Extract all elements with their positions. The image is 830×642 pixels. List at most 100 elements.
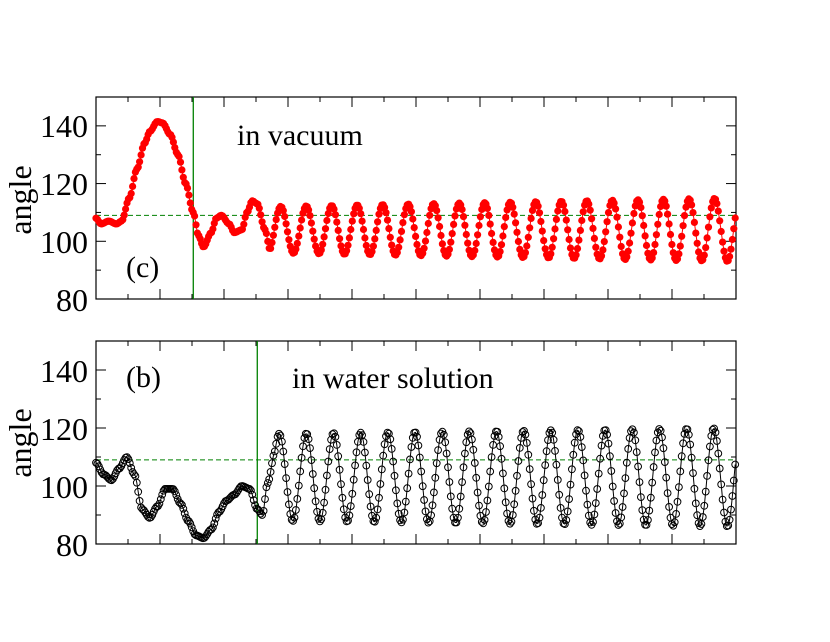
panel-b-data-point: [490, 432, 499, 440]
panel-b-data-point: [380, 440, 389, 449]
panel-b-data-point: [321, 485, 330, 494]
panel-b-data-point: [569, 450, 578, 459]
panel-c-data-point: [690, 218, 699, 226]
panel-b-data-point: [327, 435, 336, 444]
panel-b-data-point: [484, 482, 493, 491]
panel-c-data-point: [612, 205, 620, 213]
panel-b-data-point: [406, 455, 414, 464]
panel-b-data-point: [518, 428, 527, 436]
panel-b-data-point: [590, 510, 599, 519]
panel-c-data-point: [719, 238, 727, 246]
panel-b-data-point: [583, 500, 592, 509]
panel-c-data-point: [714, 207, 722, 215]
panel-b-data-point: [304, 435, 313, 444]
panel-c-data-point: [348, 217, 356, 225]
panel-c-data-point: [293, 239, 301, 247]
panel-b-data-point: [421, 507, 430, 516]
panel-b-data-point: [389, 457, 398, 466]
panel-c-data-point: [641, 232, 649, 240]
panel-b-data-point: [596, 454, 604, 463]
panel-b-data-point: [562, 516, 571, 524]
panel-c-data-point: [576, 226, 585, 234]
panel-b-data-point: [660, 458, 669, 467]
panel-c-data-point: [458, 205, 466, 214]
panel-c-data-point: [336, 235, 344, 243]
panel-c-data-point: [436, 222, 444, 231]
panel-b-data-point: [316, 517, 324, 526]
panel-b-data-point: [468, 435, 476, 444]
panel-c-data-point: [497, 241, 506, 249]
panel-b-data-point: [714, 449, 723, 458]
panel-b-data-point: [325, 445, 334, 454]
panel-b-data-point: [430, 488, 438, 497]
panel-b-data-point: [373, 505, 382, 514]
panel-b-data-point: [261, 495, 269, 504]
panel-b-data-point: [534, 519, 542, 527]
panel-c-data-point: [623, 253, 631, 261]
panel-c-data-point: [461, 221, 469, 229]
panel-c-data-point: [578, 216, 586, 225]
panel-c-data-point: [548, 243, 556, 251]
panel-b-data-point: [634, 462, 642, 471]
panel-c-data-point: [323, 216, 331, 225]
panel-b-data-point: [544, 436, 552, 445]
panel-b-data-point: [470, 459, 479, 467]
panel-c-data-point: [702, 244, 710, 252]
panel-b-data-point: [637, 493, 645, 502]
panel-c-data-point: [599, 246, 607, 254]
panel-b-data-point: [390, 471, 399, 480]
panel-b-data-point: [528, 494, 537, 503]
panel-c-ytick-label: 140: [40, 108, 88, 144]
panel-c-data-point: [630, 209, 638, 218]
panel-c-data-point: [655, 210, 663, 219]
panel-b-data-point: [483, 496, 492, 505]
panel-c-data-point: [433, 207, 441, 215]
panel-c-data-point: [617, 242, 625, 251]
panel-c-data-point: [679, 222, 687, 230]
panel-b-data-point: [441, 438, 450, 447]
panel-c-data-point: [664, 210, 672, 218]
panel-c-series-line: [95, 121, 736, 262]
panel-c: angle 80 100 120 140 (c) in vacuum: [2, 96, 739, 318]
panel-c-data-point: [320, 233, 328, 241]
panel-c-data-point: [500, 223, 508, 231]
panel-c-data-point: [488, 229, 496, 238]
panel-b-data-point: [376, 480, 385, 488]
panel-c-data-point: [434, 214, 442, 222]
panel-c-data-point: [669, 249, 677, 257]
panel-c-data-point: [651, 240, 659, 249]
panel-c-data-point: [317, 246, 325, 254]
panel-b-data-point: [541, 461, 550, 470]
panel-c-data-point: [589, 224, 597, 232]
panel-c-data-point: [409, 215, 417, 223]
panel-c-ylabel: angle: [2, 165, 38, 234]
panel-b-data-point: [708, 425, 717, 434]
panel-b-data-point: [427, 511, 436, 520]
panel-b-data-point: [655, 425, 664, 433]
panel-c-data-point: [616, 233, 624, 241]
panel-c-data-point: [524, 233, 532, 241]
panel-b-data-point: [603, 430, 611, 439]
panel-b-data-point: [683, 425, 692, 434]
panel-c-data-point: [635, 198, 644, 206]
panel-b-data-point: [308, 470, 317, 478]
panel-c-data-point: [613, 213, 621, 221]
panel-c-data-point: [523, 242, 531, 250]
panel-b-data-point: [566, 480, 575, 489]
panel-b-data-point: [606, 452, 614, 461]
panel-b-data-point: [575, 427, 583, 436]
panel-c-data-point: [272, 216, 280, 224]
panel-c-data-point: [355, 204, 363, 212]
panel-c-data-point: [344, 241, 352, 249]
panel-b-data-point: [521, 430, 530, 439]
panel-c-data-point: [610, 199, 618, 207]
panel-b-data-point: [553, 476, 562, 484]
panel-b-data-point: [579, 456, 588, 465]
panel-c-data-point: [486, 220, 494, 228]
panel-b-data-point: [673, 497, 682, 506]
panel-c-data-point: [269, 231, 277, 239]
panel-b-data-point: [563, 507, 572, 516]
panel-b-data-point: [724, 521, 733, 530]
panel-b-data-point: [251, 501, 260, 510]
panel-b-data-point: [500, 484, 509, 493]
